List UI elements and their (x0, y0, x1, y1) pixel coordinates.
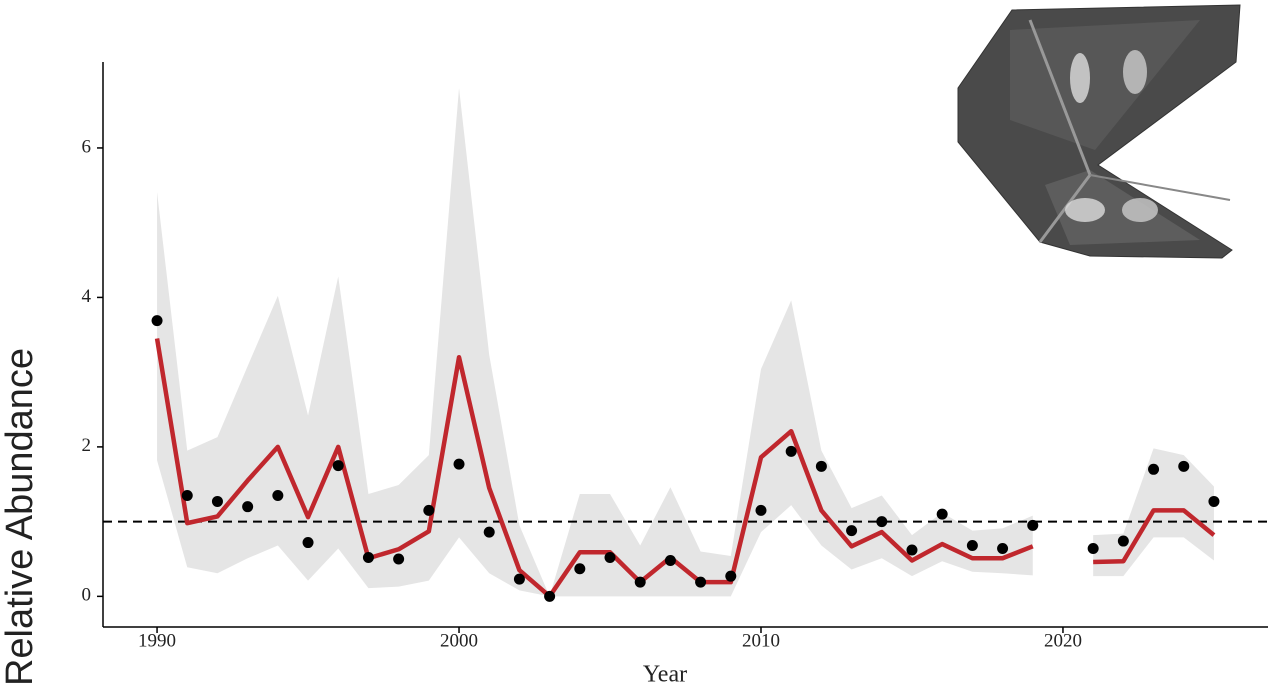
data-point (453, 458, 465, 470)
data-point (483, 526, 495, 538)
data-point (513, 573, 525, 585)
data-point (242, 501, 254, 513)
data-point (181, 489, 193, 501)
data-point (1208, 495, 1220, 507)
x-axis-label: Year (643, 662, 687, 688)
x-tick-label: 2000 (440, 630, 478, 651)
data-point (695, 576, 707, 588)
data-point (1027, 519, 1039, 531)
data-point (272, 489, 284, 501)
fitted-line (154, 338, 1034, 599)
data-point (544, 590, 556, 602)
y-tick-label: 0 (82, 585, 92, 606)
fitted-line (1093, 508, 1216, 565)
data-point (906, 544, 918, 556)
data-point (846, 525, 858, 537)
data-point (1087, 543, 1099, 555)
data-point (815, 460, 827, 472)
y-tick-label: 6 (82, 136, 92, 157)
data-point (574, 563, 586, 575)
x-tick-label: 2020 (1044, 630, 1082, 651)
data-point (755, 504, 767, 516)
data-point (332, 460, 344, 472)
data-point (936, 508, 948, 520)
data-point (997, 543, 1009, 555)
data-point (302, 537, 314, 549)
trap-photo (957, 4, 1241, 259)
data-point (876, 516, 888, 528)
x-tick-label: 1990 (138, 630, 176, 651)
data-point (664, 554, 676, 566)
y-axis-label: Relative Abundance (0, 348, 41, 686)
x-tick-label: 2010 (742, 630, 780, 651)
data-point (634, 576, 646, 588)
data-point (362, 551, 374, 563)
confidence-band (157, 88, 1033, 597)
data-point (966, 540, 978, 552)
data-point (725, 570, 737, 582)
y-tick-label: 2 (82, 435, 92, 456)
data-point (1148, 463, 1160, 475)
data-point (785, 445, 797, 457)
data-point (211, 495, 223, 507)
data-point (1178, 460, 1190, 472)
data-point (1117, 535, 1129, 547)
data-point (604, 551, 616, 563)
data-point (151, 315, 163, 327)
y-tick-label: 4 (82, 286, 92, 307)
data-point (393, 553, 405, 565)
data-point (423, 504, 435, 516)
